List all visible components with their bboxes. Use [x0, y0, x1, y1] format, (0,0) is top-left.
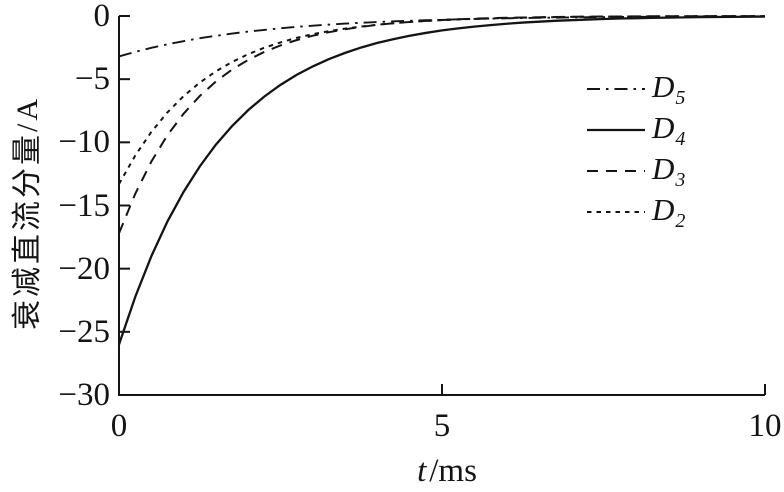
dotted-line-icon: [587, 210, 645, 213]
y-tick-label--25: −25: [58, 313, 110, 350]
series-curve-D2: [118, 15, 765, 185]
legend-item-D4: D4: [586, 109, 726, 150]
y-tick-label--30: −30: [58, 377, 110, 413]
legend-label-D2: D2: [652, 191, 686, 232]
y-tick-label--20: −20: [58, 250, 110, 287]
x-axis-label-unit: /ms: [429, 453, 477, 489]
y-tick-label--5: −5: [74, 61, 110, 98]
legend-label-D3: D3: [652, 150, 686, 191]
y-tick-label--10: −10: [58, 124, 110, 161]
series-curve-D4: [117, 15, 766, 345]
dashed-line-icon: [587, 169, 645, 172]
legend: D5 D4 D3 D2: [586, 68, 726, 232]
x-tick-label-5: 5: [433, 408, 451, 444]
dashdot-line-icon: [587, 87, 645, 90]
x-axis-label: t/ms: [377, 452, 517, 490]
x-tick-label-10: 10: [748, 408, 782, 444]
y-tick-label-0: 0: [93, 0, 111, 34]
solid-line-icon: [587, 128, 645, 131]
legend-label-D5: D5: [652, 68, 686, 109]
x-tick-label-0: 0: [110, 408, 128, 444]
legend-item-D5: D5: [586, 68, 726, 109]
legend-item-D2: D2: [586, 191, 726, 232]
series-curve-D5: [118, 15, 765, 58]
x-axis-label-variable: t: [417, 453, 427, 489]
legend-label-D4: D4: [652, 109, 686, 150]
y-tick-label--15: −15: [58, 187, 110, 224]
axes: [118, 15, 766, 396]
legend-item-D3: D3: [586, 150, 726, 191]
